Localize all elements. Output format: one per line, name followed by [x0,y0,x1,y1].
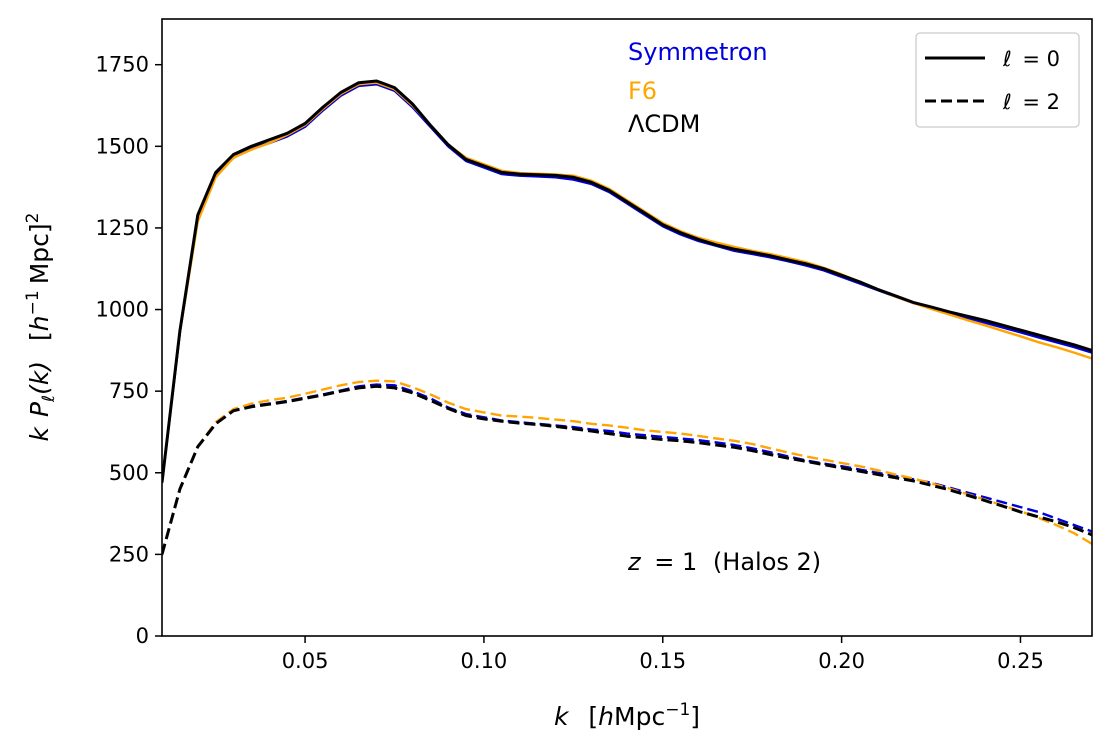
x-axis-label: k [hMpc−1] [554,700,700,731]
y-tick-label: 0 [136,624,149,648]
xlabel-h: h [598,702,614,731]
y-tick-label: 1500 [96,134,149,158]
annotation-eq: = 1 [654,548,697,576]
ylabel-arg: (k) [25,361,54,395]
x-tick-label: 0.25 [997,649,1044,673]
y-tick-label: 1000 [96,298,149,322]
model-label-symmetron: Symmetron [628,38,768,66]
x-tick-label: 0.20 [818,649,865,673]
ylabel-k: k [25,425,54,441]
model-label-lcdm: ΛCDM [628,110,700,138]
x-tick-label: 0.05 [282,649,329,673]
xlabel-close: ] [690,702,700,731]
y-tick-label: 1250 [96,216,149,240]
redshift-annotation: z = 1 (Halos 2) [627,548,821,576]
series-line-lcdm-ell0 [162,79,1092,483]
xlabel-sup: −1 [665,700,690,720]
y-tick-label: 750 [109,379,149,403]
legend-var-ell2: ℓ [1002,90,1012,114]
ylabel-sub: ℓ [39,395,59,403]
x-tick-label: 0.10 [461,649,508,673]
legend: ℓ = 0 ℓ = 2 [915,32,1080,128]
model-label-f6: F6 [628,77,657,105]
legend-label-ell0: ℓ = 0 [1002,47,1060,71]
y-tick-label: 500 [109,461,149,485]
series-line-f6-ell2 [162,379,1092,555]
ylabel-open: [ [25,331,54,341]
legend-eq-ell0: = 0 [1022,47,1060,71]
x-tick-label: 0.15 [639,649,686,673]
series-layer [162,79,1092,555]
annotation-rest: (Halos 2) [713,548,821,576]
ylabel-sup2: 2 [23,213,43,224]
ylabel-P: P [25,401,54,417]
xlabel-mpc: Mpc [614,702,665,731]
ticks-layer: 0.05 0.10 0.15 0.20 0.25 0 250 500 750 1000 1250 15… [96,53,1044,673]
ylabel-mpc: Mpc] [25,223,54,284]
legend-label-ell2: ℓ = 2 [1002,90,1060,114]
y-tick-label: 1750 [96,53,149,77]
y-tick-label: 250 [109,542,149,566]
plot-frame [161,18,1093,637]
legend-var-ell0: ℓ [1002,47,1012,71]
annotation-z: z [627,548,642,576]
series-line-lcdm-ell2 [162,384,1092,555]
y-axis-label: k Pℓ(k) [h−1 Mpc]2 [23,213,59,442]
legend-eq-ell2: = 2 [1022,90,1060,114]
xlabel-k: k [554,702,570,731]
xlabel-open: [ [588,702,598,731]
ylabel-h: h [25,315,54,331]
ylabel-sup1: −1 [23,290,43,315]
